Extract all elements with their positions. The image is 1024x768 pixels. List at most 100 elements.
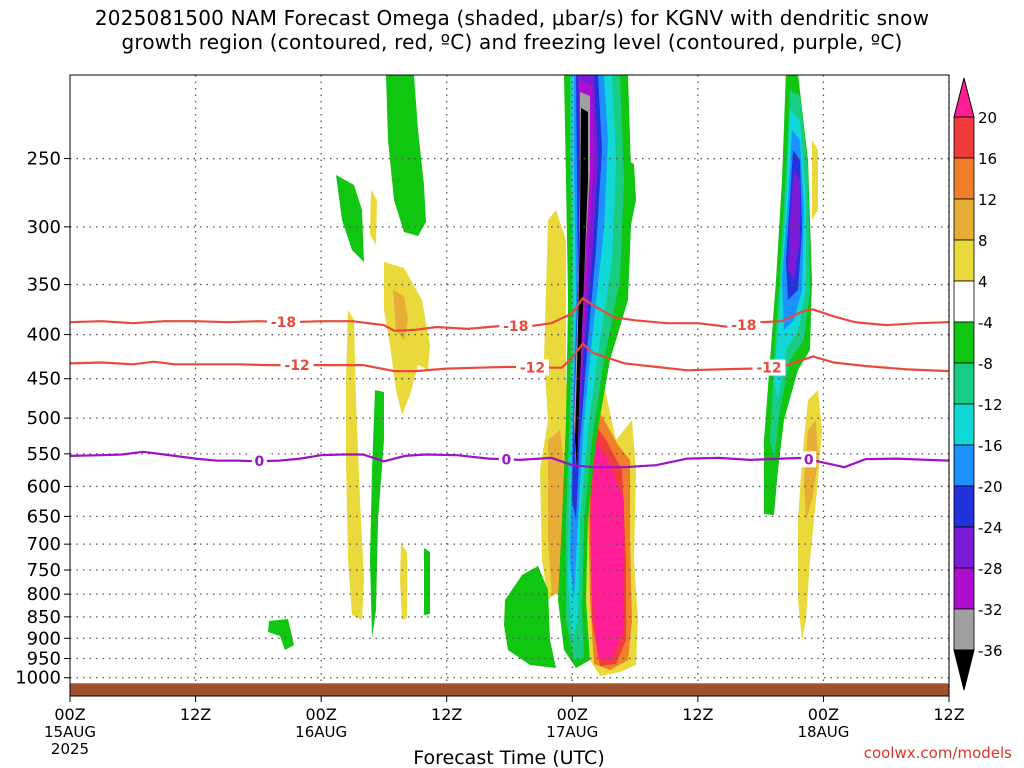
contour-label-0-0: 0 xyxy=(255,454,265,470)
omega-region-orange-1 xyxy=(393,290,408,340)
colorbar-label-10: -24 xyxy=(978,519,1003,537)
time-label-36: 12Z xyxy=(431,705,462,724)
date-label-48: 17AUG xyxy=(546,723,598,741)
pressure-label-650: 650 xyxy=(27,506,61,527)
time-label-12: 12Z xyxy=(180,705,211,724)
contour-label-bg--18-0 xyxy=(266,314,300,331)
colorbar-segment-3 xyxy=(953,198,975,241)
colorbar-label-11: -28 xyxy=(978,560,1003,578)
colorbar-label-1: 16 xyxy=(978,150,997,168)
colorbar-label-5: -4 xyxy=(978,314,993,332)
omega-region-yellow-east-1 xyxy=(812,140,818,220)
time-label-72: 00Z xyxy=(808,705,839,724)
colorbar-segment-4 xyxy=(953,239,975,282)
contour-label-bg--18-2 xyxy=(727,316,761,333)
contour-label--12-1: -12 xyxy=(520,360,545,376)
colorbar-label-2: 12 xyxy=(978,191,997,209)
omega-region-green-3 xyxy=(370,390,384,638)
contour-label-bg--12-1 xyxy=(516,359,550,376)
omega-region-yellow-2 xyxy=(384,262,430,415)
pressure-label-750: 750 xyxy=(27,560,61,581)
omega-region-black-core xyxy=(575,108,588,470)
colorbar-segment-8 xyxy=(953,403,975,446)
colorbar-label-9: -20 xyxy=(978,478,1003,496)
contour-label--12-2: -12 xyxy=(756,361,781,377)
temperature-contours: -18 -18 -18 -12 -12 -12 0 0 0 xyxy=(69,296,950,470)
colorbar-segment-5 xyxy=(953,280,975,323)
colorbar-label-3: 8 xyxy=(978,232,988,250)
pressure-label-300: 300 xyxy=(27,217,61,238)
omega-region-pink-right xyxy=(592,440,624,660)
omega-region-green-2 xyxy=(336,175,364,262)
colorbar-segment-10 xyxy=(953,485,975,528)
omega-region-orange-east xyxy=(804,420,818,520)
chart-title-line-2: growth region (contoured, red, ºC) and f… xyxy=(121,30,903,54)
pressure-label-1000: 1000 xyxy=(15,668,61,689)
colorbar-label-0: 20 xyxy=(978,109,997,127)
colorbar-segment-6 xyxy=(953,321,975,364)
colorbar-segment-7 xyxy=(953,362,975,405)
date-label-0: 15AUG xyxy=(44,723,96,741)
pressure-label-950: 950 xyxy=(27,649,61,670)
time-label-24: 00Z xyxy=(305,705,336,724)
omega-region-green-1 xyxy=(386,75,426,236)
colorbar-label-6: -8 xyxy=(978,355,993,373)
contour-label-bg--12-0 xyxy=(280,357,314,374)
contour-label--18-2: -18 xyxy=(731,318,756,334)
colorbar-segment-13 xyxy=(953,608,975,651)
time-label-84: 12Z xyxy=(933,705,964,724)
chart-title-line-1: 2025081500 NAM Forecast Omega (shaded, μ… xyxy=(94,6,930,30)
x-axis-title: Forecast Time (UTC) xyxy=(413,747,604,768)
colorbar-label-12: -32 xyxy=(978,601,1003,619)
colorbar-label-8: -16 xyxy=(978,437,1003,455)
pressure-label-700: 700 xyxy=(27,534,61,555)
colorbar-label-7: -12 xyxy=(978,396,1003,414)
year-label: 2025 xyxy=(51,740,89,758)
ground-surface xyxy=(70,683,949,696)
contour-label-bg--12-2 xyxy=(752,359,786,376)
time-label-48: 00Z xyxy=(557,705,588,724)
contour-label-bg-0-2 xyxy=(801,451,817,468)
source-credit: coolwx.com/models xyxy=(863,744,1012,762)
contour-label-0-2: 0 xyxy=(804,452,814,468)
contour-label-bg--18-1 xyxy=(499,318,533,335)
colorbar-segment-11 xyxy=(953,526,975,569)
pressure-label-900: 900 xyxy=(27,628,61,649)
pressure-label-800: 800 xyxy=(27,584,61,605)
colorbar-segment-12 xyxy=(953,567,975,610)
pressure-label-350: 350 xyxy=(27,275,61,296)
time-label-0: 00Z xyxy=(54,705,85,724)
omega-region-green-5 xyxy=(268,619,294,650)
time-label-60: 12Z xyxy=(682,705,713,724)
pressure-label-850: 850 xyxy=(27,607,61,628)
omega-region-yellow-1 xyxy=(370,190,377,245)
pressure-label-250: 250 xyxy=(27,149,61,170)
omega-region-green-4 xyxy=(424,548,430,615)
pressure-axis: 2503003504004505005506006507007508008509… xyxy=(15,149,70,689)
omega-region-yellow-3 xyxy=(346,310,364,620)
colorbar-segment-9 xyxy=(953,444,975,487)
pressure-label-600: 600 xyxy=(27,476,61,497)
contour-line--12 xyxy=(69,342,950,373)
contour-label-bg-0-1 xyxy=(498,451,514,468)
colorbar-max-triangle xyxy=(953,77,975,118)
colorbar-label-13: -36 xyxy=(978,642,1003,660)
omega-region-yellow-4 xyxy=(400,543,407,620)
pressure-label-400: 400 xyxy=(27,325,61,346)
omega-region-green-main xyxy=(504,566,556,668)
date-label-24: 16AUG xyxy=(295,723,347,741)
pressure-label-550: 550 xyxy=(27,444,61,465)
omega-colorbar: 20 16 12 8 4 -4 -8 -12 -16 -20 -24 -28 -32 -36 xyxy=(953,77,1003,691)
contour-label-0-1: 0 xyxy=(501,452,511,468)
colorbar-segment-1 xyxy=(953,116,975,159)
colorbar-segment-2 xyxy=(953,157,975,200)
contour-label--18-0: -18 xyxy=(271,315,296,331)
colorbar-min-triangle xyxy=(953,649,975,691)
omega-region-violet-east xyxy=(788,170,800,280)
omega-shading xyxy=(268,75,822,676)
colorbar-label-4: 4 xyxy=(978,273,988,291)
contour-line--18 xyxy=(69,296,950,332)
contour-label-bg-0-0 xyxy=(251,453,267,470)
